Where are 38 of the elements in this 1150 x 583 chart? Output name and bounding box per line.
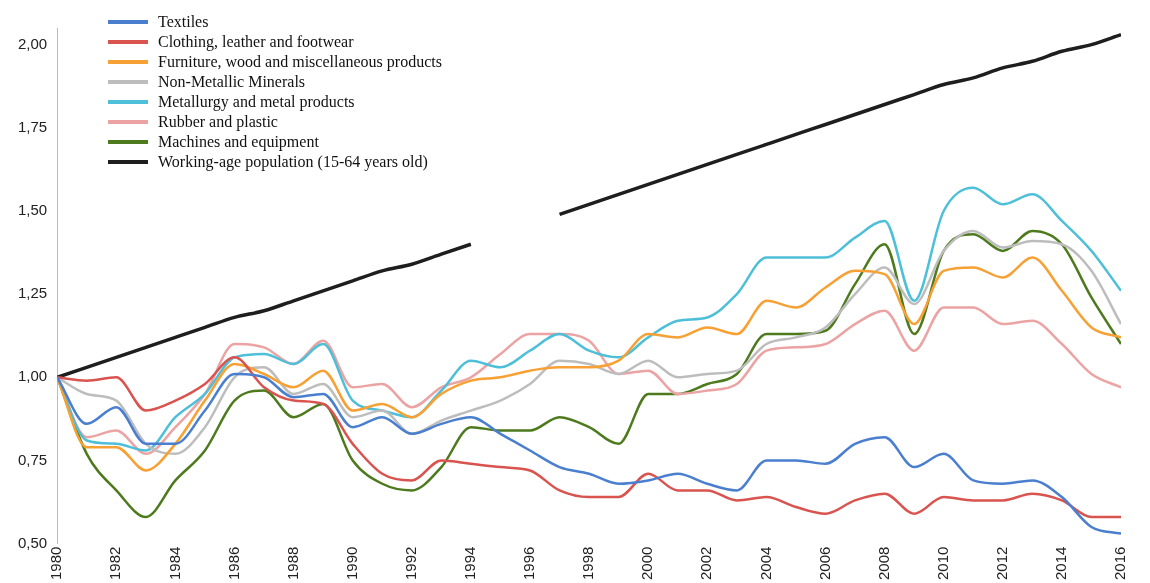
legend-label: Clothing, leather and footwear: [158, 32, 354, 52]
x-tick-label: 2012: [992, 546, 1010, 581]
x-tick-label: 1982: [106, 546, 124, 581]
legend-label: Textiles: [158, 12, 209, 32]
x-tick-label: 1984: [165, 546, 183, 581]
y-tick-label: 0,50: [17, 533, 48, 551]
x-tick-label: 1998: [579, 546, 597, 581]
y-tick-label: 0,75: [17, 450, 48, 468]
x-tick-label: 2016: [1111, 546, 1129, 581]
legend-label: Machines and equipment: [158, 132, 319, 152]
x-tick-label: 1990: [342, 546, 360, 581]
x-tick-label: 2010: [933, 546, 951, 581]
y-tick-label: 2,00: [17, 34, 48, 52]
x-tick-label: 1992: [401, 546, 419, 581]
line-series: [57, 256, 1121, 472]
y-tick-label: 1,25: [17, 284, 48, 302]
x-tick-label: 1988: [283, 546, 301, 581]
line-series: [57, 356, 1121, 519]
legend-label: Metallurgy and metal products: [158, 92, 355, 112]
x-tick-label: 2000: [638, 546, 656, 581]
legend-label: Rubber and plastic: [158, 112, 278, 132]
x-tick-label: 1980: [47, 546, 65, 581]
y-tick-label: 1,75: [17, 117, 48, 135]
y-tick-label: 1,00: [17, 367, 48, 385]
x-tick-label: 1994: [461, 546, 479, 581]
legend-label: Furniture, wood and miscellaneous products: [158, 52, 442, 72]
legend-label: Working-age population (15-64 years old): [158, 152, 428, 172]
x-tick-label: 2008: [874, 546, 892, 581]
x-tick-label: 2004: [756, 546, 774, 581]
x-tick-label: 1986: [224, 546, 242, 581]
x-tick-label: 1996: [520, 546, 538, 581]
x-tick-label: 2006: [815, 546, 833, 581]
y-tick-label: 1,50: [17, 201, 48, 219]
line-series: [57, 372, 1121, 535]
x-tick-label: 2014: [1052, 546, 1070, 581]
line-series: [57, 229, 1121, 456]
x-tick-label: 2002: [697, 546, 715, 581]
legend-label: Non-Metallic Minerals: [158, 72, 306, 92]
